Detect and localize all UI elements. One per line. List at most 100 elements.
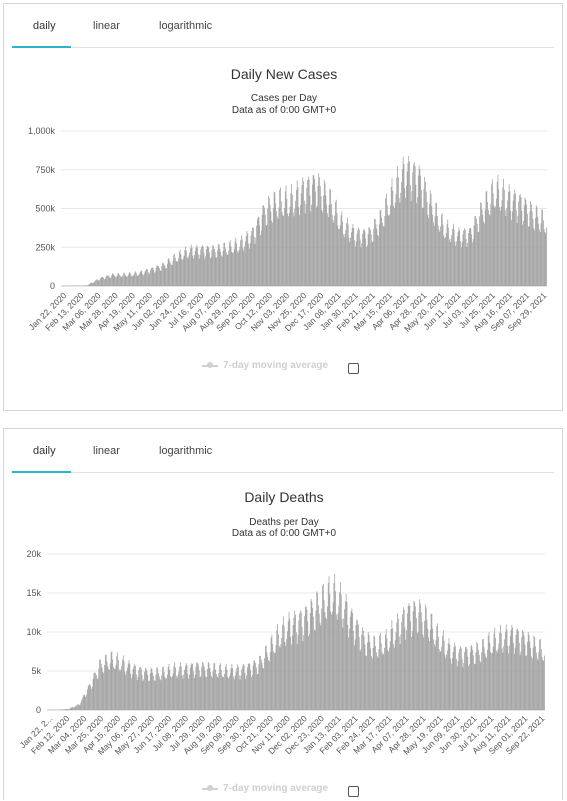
bar — [270, 205, 271, 286]
bar — [142, 675, 143, 710]
bar — [321, 609, 322, 710]
bar — [232, 252, 233, 286]
bar — [307, 180, 308, 286]
bar — [378, 658, 379, 710]
moving-average-legend[interactable]: 7-day moving average — [202, 360, 328, 371]
bar — [378, 236, 379, 286]
bar — [119, 275, 120, 286]
bar — [278, 634, 279, 710]
bar — [187, 257, 188, 286]
bar — [193, 671, 194, 710]
bar — [114, 276, 115, 286]
bar — [316, 208, 317, 286]
bar — [467, 243, 468, 286]
bar — [351, 232, 352, 286]
bar — [224, 243, 225, 286]
bar — [270, 652, 271, 710]
bar — [518, 216, 519, 286]
bar — [413, 165, 414, 286]
bar — [515, 193, 516, 286]
bar — [443, 631, 444, 710]
bar — [330, 189, 331, 286]
bar — [490, 204, 491, 286]
bar — [513, 201, 514, 286]
bar — [216, 257, 217, 286]
bar — [191, 245, 192, 286]
bar — [183, 675, 184, 710]
bar — [135, 666, 136, 710]
bar — [208, 248, 209, 286]
bar — [133, 669, 134, 710]
bar — [274, 653, 275, 710]
bar — [171, 677, 172, 710]
bar — [177, 678, 178, 710]
bar — [380, 210, 381, 286]
bar — [372, 659, 373, 711]
bar — [375, 646, 376, 710]
bar — [394, 648, 395, 710]
bar — [514, 190, 515, 286]
bar — [489, 214, 490, 286]
bar — [304, 616, 305, 710]
bar — [223, 677, 224, 710]
moving-average-legend[interactable]: 7-day moving average — [202, 783, 328, 794]
bar — [425, 182, 426, 286]
bar — [273, 652, 274, 710]
bar — [539, 230, 540, 286]
moving-average-checkbox[interactable] — [348, 363, 359, 374]
bar — [403, 157, 404, 286]
bar — [271, 212, 272, 286]
bar — [162, 667, 163, 710]
bar — [150, 270, 151, 286]
bar — [432, 628, 433, 710]
bar — [481, 203, 482, 286]
bar — [242, 239, 243, 286]
bar — [316, 611, 317, 710]
bar — [206, 677, 207, 710]
bar — [390, 205, 391, 286]
bar — [254, 660, 255, 710]
bar — [509, 184, 510, 286]
bar — [167, 264, 168, 286]
bar — [165, 266, 166, 286]
bar — [253, 228, 254, 286]
bar — [196, 667, 197, 710]
bar — [314, 179, 315, 286]
bar — [169, 670, 170, 710]
bar — [458, 232, 459, 286]
bar — [168, 259, 169, 286]
bar — [461, 247, 462, 286]
bar — [203, 246, 204, 286]
bar — [397, 166, 398, 286]
bar — [519, 643, 520, 710]
bar — [363, 631, 364, 710]
bar — [165, 678, 166, 710]
bar — [205, 670, 206, 710]
bar — [352, 228, 353, 286]
bar — [157, 668, 158, 710]
bar — [485, 657, 486, 710]
bar — [145, 668, 146, 710]
bar — [118, 273, 119, 286]
bar — [223, 251, 224, 286]
bar — [534, 637, 535, 710]
bar — [472, 646, 473, 710]
bar — [81, 700, 82, 710]
bar — [472, 650, 473, 710]
moving-average-checkbox[interactable] — [348, 786, 359, 797]
bar — [380, 633, 381, 710]
bar — [430, 630, 431, 710]
bar — [192, 664, 193, 710]
bar — [247, 667, 248, 710]
bar — [423, 635, 424, 710]
bar — [89, 684, 90, 710]
bar — [466, 239, 467, 286]
bar — [159, 268, 160, 286]
bar — [322, 210, 323, 286]
bar — [501, 207, 502, 286]
bar — [426, 607, 427, 710]
bar — [350, 237, 351, 286]
bar — [432, 215, 433, 286]
bar — [262, 663, 263, 710]
